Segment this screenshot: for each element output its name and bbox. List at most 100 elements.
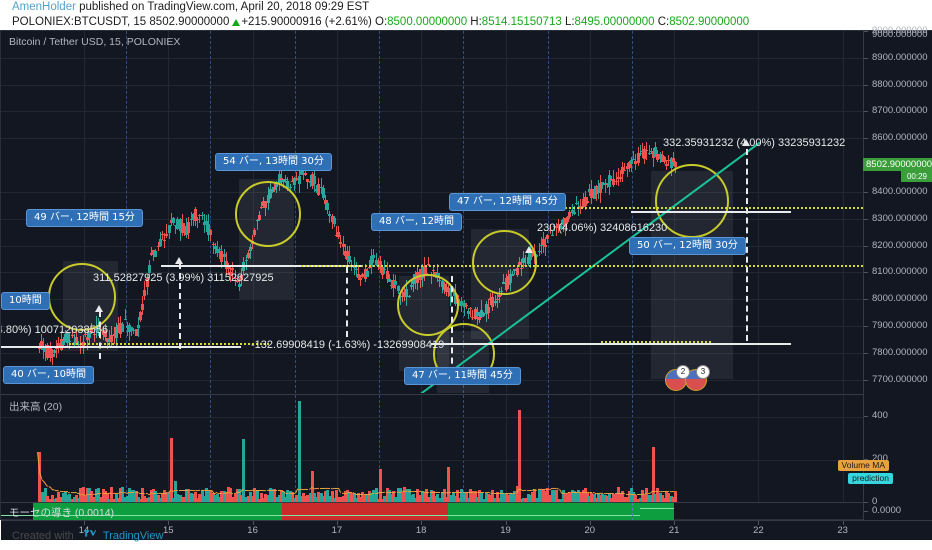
measure-bar[interactable] (746, 149, 748, 341)
prediction-pane[interactable]: モーセの導き (0.0014) (1, 502, 863, 521)
candle-body (544, 245, 548, 247)
current-price-badge[interactable]: 8502.90000000 (863, 157, 932, 171)
time-axis-label: 23 (837, 525, 848, 536)
prediction-badge[interactable]: prediction (848, 473, 893, 484)
volume-bar (158, 497, 162, 503)
measure-label[interactable]: 47 バー, 11時間 45分 (404, 367, 521, 385)
volume-bar (275, 496, 279, 503)
time-gridline (336, 395, 338, 503)
volume-bar (123, 497, 127, 503)
highlight-circle[interactable] (472, 230, 537, 295)
time-axis-label: 19 (500, 525, 511, 536)
candle-body (425, 272, 429, 274)
candle-wick (183, 223, 185, 237)
candle-wick (71, 327, 73, 339)
price-axis-tick (864, 57, 868, 59)
prediction-separator (631, 503, 633, 521)
volume-bar (176, 493, 180, 503)
time-axis[interactable]: 14 15 16 17 18 19 20 21 22 23 (1, 520, 932, 540)
dotted-level-line[interactable] (69, 343, 269, 345)
candle-body (480, 309, 484, 318)
candle-wick (368, 259, 370, 269)
candle-body (59, 338, 63, 351)
candle-wick (223, 249, 225, 266)
measure-bar[interactable] (179, 263, 181, 349)
candle-body (299, 170, 303, 175)
time-axis-tick (168, 521, 170, 525)
volume-bar (337, 496, 341, 503)
ohlc-l-value: 8495.00000000 (574, 16, 655, 28)
candle-body (103, 330, 107, 337)
candle-wick (170, 212, 172, 227)
volume-bar (480, 492, 484, 503)
candle-body (669, 158, 673, 168)
candle-wick (463, 299, 465, 316)
volume-bar (473, 491, 477, 503)
volume-pane[interactable]: 出来高 (20) (1, 394, 863, 503)
volume-bar (445, 496, 449, 503)
measure-label[interactable]: 10時間 (1, 292, 50, 310)
measure-label[interactable]: 54 バー, 13時間 30分 (215, 153, 332, 171)
time-gridline (842, 395, 844, 503)
candle-body (497, 295, 501, 298)
up-triangle-icon (232, 19, 241, 26)
volume-bar (262, 497, 266, 503)
volume-bar (497, 497, 501, 503)
volume-bar (171, 498, 175, 503)
candle-body (213, 245, 217, 249)
candle-body (467, 311, 471, 315)
volume-bar (579, 491, 583, 503)
reference-line[interactable] (631, 211, 791, 213)
measure-label[interactable]: 48 バー, 12時間 (371, 213, 462, 231)
volume-bar (205, 487, 208, 503)
dotted-level-line[interactable] (601, 341, 711, 343)
candle-body (227, 265, 231, 270)
candle-wick (219, 246, 221, 260)
measure-bar[interactable] (99, 311, 101, 359)
dotted-level-line[interactable] (561, 207, 863, 209)
reference-line[interactable] (161, 265, 361, 267)
price-pane[interactable]: Bitcoin / Tether USD, 15, POLONIEX 40 バー… (1, 31, 863, 393)
price-axis-label: 8800.000000 (872, 78, 928, 90)
candle-body (235, 280, 239, 282)
candle-body (390, 284, 393, 287)
session-separator (210, 31, 212, 393)
candle-body (171, 218, 175, 223)
price-axis-label: 8100.000000 (872, 266, 928, 278)
highlight-circle[interactable] (235, 181, 301, 247)
volume-ma-badge[interactable]: Volume MA (837, 460, 889, 471)
price-delta-text: 332.35931232 (4.00%) 33235931232 (663, 137, 846, 149)
dotted-level-line[interactable] (301, 265, 863, 267)
chart-shell[interactable]: Bitcoin / Tether USD, 15, POLONIEX 40 バー… (0, 25, 932, 540)
measure-label[interactable]: 50 バー, 12時間 30分 (629, 237, 746, 255)
tradingview-brand: TradingView (102, 530, 164, 542)
measure-bar[interactable] (451, 276, 453, 384)
price-axis[interactable]: 9000.000000 8900.000000 8800.000000 8700.00… (837, 25, 932, 520)
volume-bar (528, 495, 532, 503)
highlight-circle[interactable] (397, 274, 459, 336)
candle-body (458, 301, 462, 304)
measure-label[interactable]: 49 バー, 12時間 15分 (26, 209, 143, 227)
candle-body (286, 180, 290, 188)
reference-line[interactable] (1, 346, 241, 348)
measure-label[interactable]: 40 バー, 10時間 (3, 366, 94, 384)
volume-bar (282, 491, 286, 503)
candle-body (372, 255, 376, 259)
volume-bar (68, 493, 72, 503)
volume-bar (136, 497, 140, 503)
volume-bar (409, 495, 413, 503)
price-axis-tick (864, 272, 868, 274)
volume-bar (244, 496, 248, 503)
time-axis-tick (336, 521, 338, 525)
volume-bar (451, 492, 455, 503)
candle-body (420, 267, 424, 278)
reference-line[interactable] (431, 343, 791, 345)
candle-body (323, 199, 327, 205)
candle-wick (642, 142, 644, 159)
candle-body (290, 180, 294, 183)
candle-wick (150, 247, 152, 257)
volume-bar (625, 497, 629, 503)
measure-label[interactable]: 47 バー, 12時間 45分 (449, 193, 566, 211)
author-name[interactable]: AmenHolder (12, 1, 76, 13)
measure-bar[interactable] (346, 267, 348, 337)
